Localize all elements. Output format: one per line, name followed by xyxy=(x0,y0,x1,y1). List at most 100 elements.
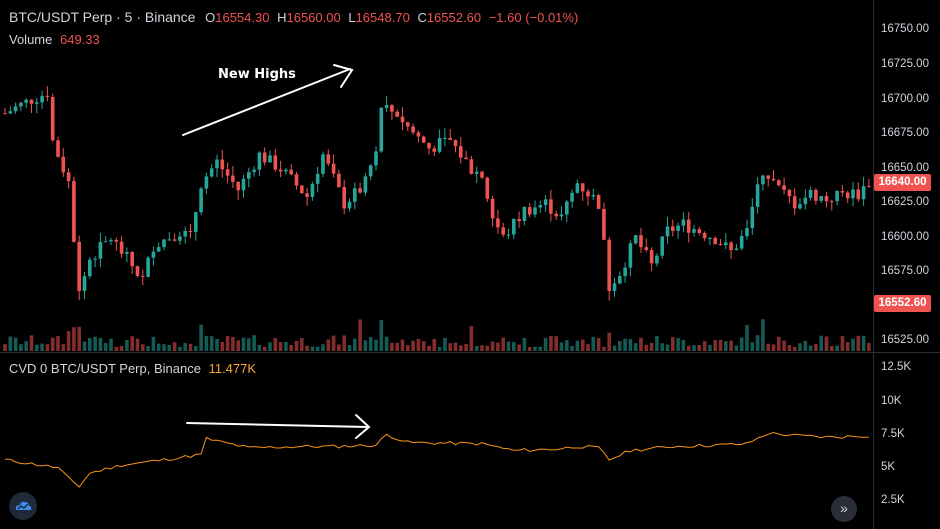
volume-bar xyxy=(612,345,617,351)
volume-bar xyxy=(437,346,442,351)
candle-body xyxy=(321,154,325,174)
volume-bar xyxy=(512,341,516,351)
volume-bar xyxy=(522,337,527,351)
volume-bar xyxy=(77,326,81,351)
pane-separator xyxy=(0,352,940,353)
volume-bar xyxy=(13,337,18,351)
volume-bar xyxy=(824,336,829,351)
symbol-legend[interactable]: BTC/USDT Perp · 5 · Binance O16554.30 H1… xyxy=(9,9,578,25)
volume-bar xyxy=(580,339,585,351)
volume-bar xyxy=(300,338,304,351)
volume-bar xyxy=(358,319,362,351)
candle-body xyxy=(443,137,447,139)
volume-bar xyxy=(135,338,140,351)
cvd-tick: 7.5K xyxy=(881,428,905,440)
volume-bar xyxy=(50,337,55,351)
candle-body xyxy=(527,207,532,215)
volume-bar xyxy=(702,341,707,351)
volume-legend[interactable]: Volume 649.33 xyxy=(9,32,100,47)
volume-bar xyxy=(591,336,596,351)
volume-bar xyxy=(798,343,802,351)
volume-bar xyxy=(215,338,219,351)
candle-body xyxy=(40,95,44,103)
candle-body xyxy=(792,196,797,209)
volume-bar xyxy=(247,338,251,351)
last-price-label: 16552.60 xyxy=(874,295,931,312)
candle-body xyxy=(400,116,405,123)
candle-body xyxy=(819,196,823,201)
candle-body xyxy=(676,225,680,231)
volume-bar xyxy=(676,337,680,351)
candle-body xyxy=(814,189,818,201)
volume-bar xyxy=(533,346,537,351)
volume-bar xyxy=(819,335,823,351)
candle-body xyxy=(612,283,617,291)
volume-bar xyxy=(268,342,272,351)
candle-body xyxy=(755,184,760,207)
candle-body xyxy=(533,207,537,215)
volume-bar xyxy=(384,336,389,351)
candle-body xyxy=(13,106,18,112)
candle-body xyxy=(326,154,331,164)
volume-bar xyxy=(45,344,50,351)
volume-bar xyxy=(257,344,262,351)
cvd-tick: 12.5K xyxy=(881,361,912,373)
candle-body xyxy=(787,189,792,197)
candle-body xyxy=(209,168,214,177)
volume-bar xyxy=(220,342,225,351)
volume-bar xyxy=(119,345,124,351)
volume-bar xyxy=(421,341,426,351)
volume-bar xyxy=(35,344,39,351)
candle-body xyxy=(633,235,638,244)
candle-body xyxy=(549,199,553,214)
volume-bar xyxy=(856,335,861,351)
volume-bar xyxy=(141,344,145,351)
volume-bar xyxy=(845,342,850,351)
candle-body xyxy=(565,201,569,215)
candle-body xyxy=(3,113,7,115)
candle-body xyxy=(268,155,272,163)
candle-body xyxy=(798,204,802,209)
cvd-arrow xyxy=(186,414,371,439)
volume-bar xyxy=(792,346,797,351)
candle-body xyxy=(167,239,172,241)
candle-body xyxy=(395,111,399,117)
candlestick-series xyxy=(3,86,871,301)
candle-body xyxy=(61,156,66,173)
scroll-to-realtime-button[interactable]: » xyxy=(831,496,857,522)
ohlc-close: C16552.60 xyxy=(417,10,482,25)
candle-body xyxy=(448,137,452,140)
volume-bar xyxy=(633,343,638,351)
cvd-legend[interactable]: CVD 0 BTC/USDT Perp, Binance 11.477K xyxy=(9,361,256,376)
volume-bar xyxy=(406,345,410,351)
candle-body xyxy=(374,151,378,166)
volume-bar xyxy=(861,335,866,351)
tradingview-logo-icon[interactable] xyxy=(9,492,37,520)
volume-bar xyxy=(194,346,198,351)
volume-bar xyxy=(840,335,845,351)
candle-body xyxy=(151,251,156,258)
candle-body xyxy=(655,255,659,264)
volume-bar xyxy=(724,340,728,351)
volume-bar xyxy=(745,324,749,351)
candle-body xyxy=(554,213,558,217)
symbol-title[interactable]: BTC/USDT Perp · 5 · Binance xyxy=(9,9,196,25)
candle-body xyxy=(199,188,203,213)
candle-body xyxy=(331,163,336,174)
candle-body xyxy=(512,219,516,235)
volume-bar xyxy=(289,345,293,351)
volume-bar xyxy=(480,345,484,351)
candle-body xyxy=(194,212,198,233)
volume-bar xyxy=(665,344,670,351)
candle-body xyxy=(432,148,437,152)
cvd-line xyxy=(4,431,869,488)
volume-bar xyxy=(443,337,447,351)
candle-body xyxy=(183,230,187,237)
candle-body xyxy=(623,267,627,277)
candle-body xyxy=(135,266,140,276)
candle-body xyxy=(241,178,246,191)
candle-body xyxy=(686,219,691,233)
volume-bar xyxy=(225,336,230,351)
volume-bar xyxy=(469,326,474,351)
